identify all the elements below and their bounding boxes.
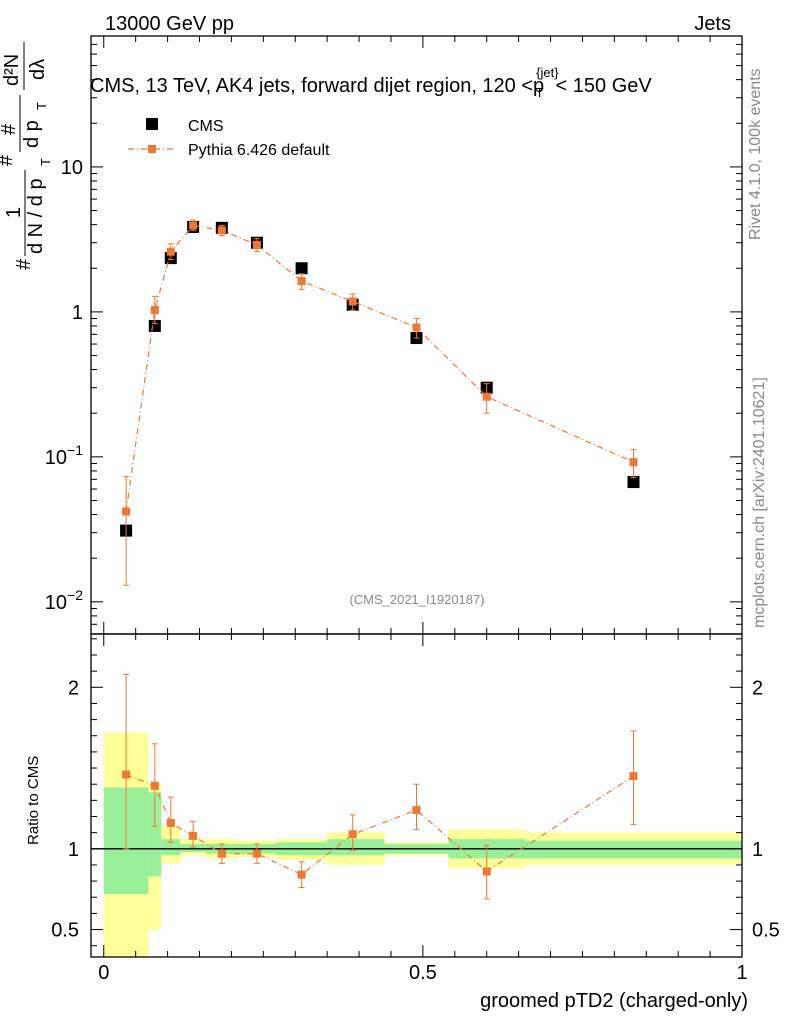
cms-data-point xyxy=(295,262,308,275)
pythia-data-point xyxy=(629,458,638,467)
energy-label: 13000 GeV pp xyxy=(105,13,234,35)
ratio-data-point xyxy=(348,830,357,839)
ratio-plot-frame xyxy=(90,633,743,958)
rivet-label: Rivet 4.1.0, 100k events xyxy=(747,68,764,240)
legend-label-cms: CMS xyxy=(188,118,224,135)
main-y-tick-label: 10−2 xyxy=(45,587,83,614)
tick-label-base: 1 xyxy=(72,302,83,324)
main-y-tick-label: 1 xyxy=(72,302,83,324)
ratio-data-point xyxy=(252,849,261,858)
ratio-data-point xyxy=(150,781,159,790)
x-axis-label: groomed pTD2 (charged-only) xyxy=(480,990,748,1012)
ratio-y-tick-label-left: 2 xyxy=(68,677,79,699)
ratio-band-stat xyxy=(148,792,162,877)
ratio-data-point xyxy=(122,770,131,779)
ratio-data-point xyxy=(297,870,306,879)
legend-marker-pythia xyxy=(148,145,156,153)
category-label: Jets xyxy=(694,13,731,35)
ratio-band-stat xyxy=(161,839,181,856)
pythia-data-point xyxy=(217,226,226,235)
main-y-axis-label: # 1 d N / d p T # # d p T d²N dλ xyxy=(0,42,53,270)
x-tick-label: 0.5 xyxy=(409,962,437,984)
tick-label-base: 10 xyxy=(61,157,83,179)
pythia-data-point xyxy=(252,240,261,249)
pythia-data-point xyxy=(150,306,159,315)
ratio-band-stat xyxy=(327,839,385,856)
ylabel-hash-1: # xyxy=(13,258,35,270)
ratio-band-stat xyxy=(180,843,206,853)
ratio-data-point xyxy=(166,818,175,827)
ratio-data-point xyxy=(482,867,491,876)
mcplots-label: mcplots.cern.ch [arXiv:2401.10621] xyxy=(751,377,768,628)
ratio-data-point xyxy=(629,772,638,781)
ratio-data-point xyxy=(412,806,421,815)
ylabel-numer: d²N xyxy=(1,54,23,86)
pythia-data-point xyxy=(189,221,198,230)
analysis-watermark: (CMS_2021_I1920187) xyxy=(349,592,484,607)
ylabel-t-1: T xyxy=(38,158,53,166)
ylabel-mid: d p xyxy=(21,120,43,148)
ylabel-t-2: T xyxy=(34,102,49,110)
pythia-data-point xyxy=(122,507,131,516)
x-tick-label: 1 xyxy=(736,962,747,984)
legend-marker-cms xyxy=(146,118,158,130)
tick-label-base: 10 xyxy=(45,592,67,614)
ratio-y-tick-label-right: 1 xyxy=(752,839,763,861)
ratio-y-tick-label-right: 2 xyxy=(752,677,763,699)
ratio-y-axis-label: Ratio to CMS xyxy=(25,756,42,845)
legend-label-pythia: Pythia 6.426 default xyxy=(188,142,330,159)
pythia-data-point xyxy=(348,297,357,306)
ratio-y-tick-label-left: 1 xyxy=(68,839,79,861)
ylabel-lambda: dλ xyxy=(27,59,49,80)
ratio-data-point xyxy=(189,831,198,840)
main-y-tick-label: 10−1 xyxy=(45,442,83,469)
legend: CMS Pythia 6.426 default xyxy=(128,118,330,159)
plot-title: CMS, 13 TeV, AK4 jets, forward dijet reg… xyxy=(90,65,652,100)
ratio-y-tick-label-left: 0.5 xyxy=(51,920,79,942)
ratio-data-point xyxy=(217,849,226,858)
ylabel-hash-2: # xyxy=(0,154,17,166)
pythia-series-line xyxy=(125,224,634,512)
pythia-data-point xyxy=(482,392,491,401)
tick-label-base: 10 xyxy=(45,447,67,469)
ylabel-one: 1 xyxy=(3,207,25,218)
pythia-data-point xyxy=(412,323,421,332)
x-tick-label: 0 xyxy=(98,962,109,984)
pythia-data-point xyxy=(297,277,306,286)
ratio-y-tick-label-right: 0.5 xyxy=(752,920,780,942)
tick-label-exponent: −2 xyxy=(67,587,83,603)
main-y-tick-label: 10 xyxy=(61,157,83,179)
tick-label-exponent: −1 xyxy=(67,442,83,458)
pythia-data-point xyxy=(166,247,175,256)
cms-data-point xyxy=(627,476,640,489)
ylabel-denom: d N / d p xyxy=(25,178,47,254)
ylabel-hash-3: # xyxy=(0,123,20,135)
ratio-band-stat xyxy=(525,840,742,859)
